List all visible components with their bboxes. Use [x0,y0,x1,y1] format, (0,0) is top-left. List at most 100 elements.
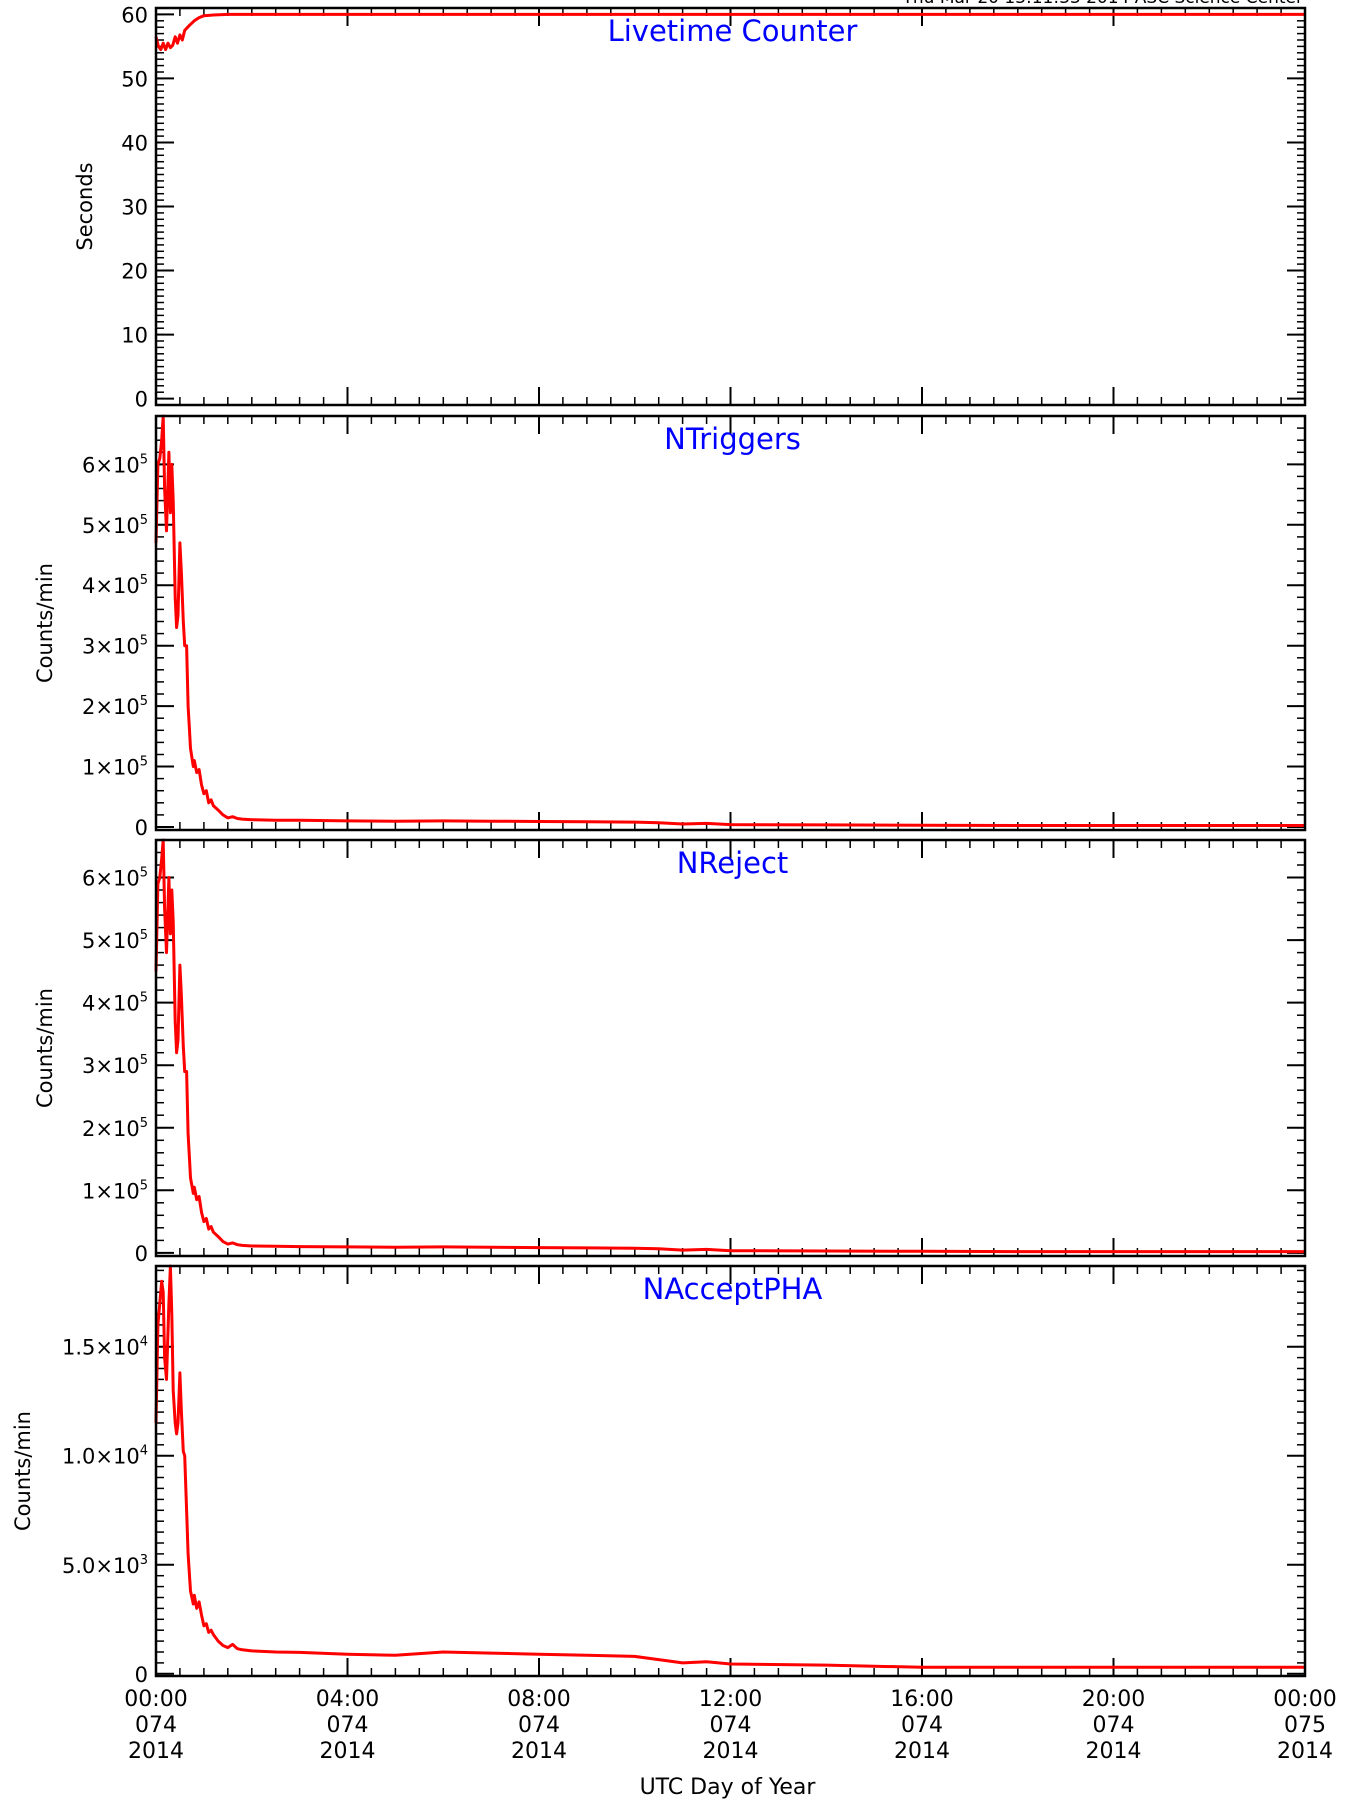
y-tick-base: 5×10 [82,929,140,953]
y-tick-base: 4×10 [82,992,140,1016]
x-tick-doy: 074 [1093,1713,1135,1738]
x-tick-doy: 075 [1284,1713,1326,1738]
x-tick-time: 08:00 [507,1687,570,1712]
y-tick-base: 6×10 [82,867,140,891]
y-tick-exponent: 5 [140,452,148,467]
y-tick-base: 6×10 [82,453,140,477]
y-tick-exponent: 5 [140,1178,148,1193]
y-tick-label: 0 [135,1663,148,1687]
series-line [154,414,1305,827]
y-tick-label: 40 [121,132,148,156]
y-tick-label: 20 [121,260,148,284]
y-tick-exponent: 5 [140,991,148,1006]
x-tick-time: 20:00 [1082,1687,1145,1712]
y-tick-label: 3×105 [82,634,148,659]
y-tick-label: 5×105 [82,928,148,953]
y-tick-base: 0 [135,1663,148,1687]
y-tick-exponent: 5 [140,1116,148,1131]
y-tick-base: 0 [135,816,148,840]
x-tick-year: 2014 [320,1739,376,1764]
y-tick-label: 1.5×104 [62,1335,148,1360]
panel-2: 01×1052×1053×1054×1055×1056×105NTriggers… [33,414,1307,840]
y-axis-label: Counts/min [33,988,57,1108]
y-axis-label: Seconds [73,162,97,250]
series-line [154,12,1305,52]
y-tick-exponent: 4 [140,1444,148,1459]
y-tick-exponent: 5 [140,866,148,881]
x-tick-year: 2014 [894,1739,950,1764]
y-tick-base: 1.5×10 [62,1336,140,1360]
series-line [154,1264,1305,1669]
x-tick-doy: 074 [327,1713,369,1738]
y-tick-label: 1×105 [82,755,148,780]
y-tick-base: 50 [121,67,148,91]
panel-1: 0 10 20 30 40 50 60 Livetime Counter Seconds [73,3,1307,412]
y-tick-exponent: 3 [140,1553,148,1568]
y-tick-base: 0 [135,1242,148,1266]
y-tick-base: 1.0×10 [62,1445,140,1469]
header-text: Thu Mar 20 13:11:33 2014 ASC Science Cen… [902,0,1304,8]
x-axis-label: UTC Day of Year [640,1775,817,1800]
y-tick-base: 3×10 [82,635,140,659]
y-tick-label: 50 [121,67,148,91]
series-line [154,838,1305,1254]
y-tick-base: 40 [121,132,148,156]
y-tick-label: 0 [135,816,148,840]
y-tick-label: 2×105 [82,694,148,719]
x-tick-year: 2014 [1277,1739,1333,1764]
y-tick-exponent: 5 [140,1053,148,1068]
y-tick-base: 3×10 [82,1054,140,1078]
x-tick-doy: 074 [135,1713,177,1738]
y-tick-label: 3×105 [82,1053,148,1078]
y-tick-exponent: 4 [140,1335,148,1350]
y-tick-base: 4×10 [82,574,140,598]
plot-frame [154,1264,1307,1678]
y-tick-exponent: 5 [140,513,148,528]
x-tick-year: 2014 [703,1739,759,1764]
x-tick-doy: 074 [518,1713,560,1738]
y-tick-base: 20 [121,260,148,284]
y-tick-label: 1.0×104 [62,1444,148,1469]
x-tick-year: 2014 [128,1739,184,1764]
panel-title: NReject [677,846,789,880]
x-tick-time: 12:00 [699,1687,762,1712]
y-tick-base: 5.0×10 [62,1554,140,1578]
panel-title: NTriggers [664,422,801,456]
x-tick-doy: 074 [710,1713,752,1738]
x-tick-time: 00:00 [1273,1687,1336,1712]
y-tick-base: 60 [121,3,148,27]
y-tick-base: 1×10 [82,756,140,780]
y-tick-label: 5×105 [82,513,148,538]
y-tick-label: 5.0×103 [62,1553,148,1578]
y-tick-label: 30 [121,196,148,220]
y-axis-label: Counts/min [33,563,57,683]
y-axis-label: Counts/min [11,1411,35,1531]
y-tick-exponent: 5 [140,694,148,709]
panel-title: Livetime Counter [608,14,858,48]
y-tick-base: 2×10 [82,1117,140,1141]
y-tick-base: 30 [121,196,148,220]
y-tick-base: 5×10 [82,514,140,538]
plot-frame [154,838,1307,1258]
x-tick-doy: 074 [901,1713,943,1738]
y-tick-base: 0 [135,388,148,412]
y-tick-label: 4×105 [82,991,148,1016]
y-tick-label: 6×105 [82,452,148,477]
x-tick-year: 2014 [1086,1739,1142,1764]
x-tick-time: 16:00 [890,1687,953,1712]
y-tick-exponent: 5 [140,928,148,943]
x-tick-time: 00:00 [124,1687,187,1712]
x-tick-year: 2014 [511,1739,567,1764]
y-tick-base: 1×10 [82,1179,140,1203]
plot-frame [154,414,1307,832]
y-tick-base: 2×10 [82,695,140,719]
